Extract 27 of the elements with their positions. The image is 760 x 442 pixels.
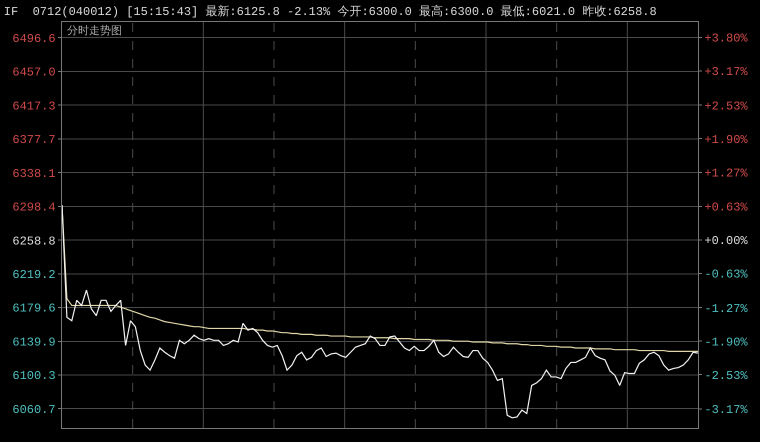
y-tick-label: 6219.2 bbox=[12, 268, 56, 282]
y-tick-label: 6298.4 bbox=[12, 200, 56, 215]
y2-tick-label: +3.17% bbox=[704, 65, 748, 80]
y-tick-label: 6060.7 bbox=[12, 402, 56, 417]
chart-subtitle: 分时走势图 bbox=[67, 24, 122, 37]
y2-tick-label: +0.00% bbox=[704, 234, 748, 248]
y-tick-label: 6139.9 bbox=[12, 335, 56, 350]
chart-title: IF 0712(040012) [15:15:43] 最新:6125.8 -2.13% 今开:6300.0 最高:6300.0 最低:6021.0 昨收:6258.8 bbox=[4, 4, 657, 20]
y-tick-label: 6258.8 bbox=[12, 234, 56, 248]
y2-tick-label: +2.53% bbox=[704, 99, 748, 114]
y2-tick-label: -0.63% bbox=[704, 268, 748, 282]
y-tick-label: 6457.0 bbox=[12, 66, 56, 80]
y-tick-label: 6377.7 bbox=[12, 133, 56, 148]
line-series bbox=[62, 204, 698, 418]
y-tick-label: 6417.3 bbox=[12, 99, 56, 114]
y-tick-label: 6100.3 bbox=[12, 369, 56, 384]
y-tick-label: 6179.6 bbox=[12, 302, 56, 316]
y-tick-label: 6338.1 bbox=[12, 166, 56, 181]
y2-tick-label: +0.63% bbox=[704, 200, 748, 215]
y2-tick-label: -2.53% bbox=[704, 368, 748, 383]
y2-tick-label: +3.80% bbox=[704, 32, 748, 46]
y2-tick-label: +1.27% bbox=[704, 166, 748, 180]
y2-tick-label: -1.27% bbox=[704, 302, 748, 316]
y-tick-label: 6496.6 bbox=[12, 32, 56, 46]
y2-tick-label: -1.90% bbox=[704, 335, 748, 350]
y2-tick-label: +1.90% bbox=[704, 132, 748, 147]
y2-tick-label: -3.17% bbox=[704, 403, 748, 418]
